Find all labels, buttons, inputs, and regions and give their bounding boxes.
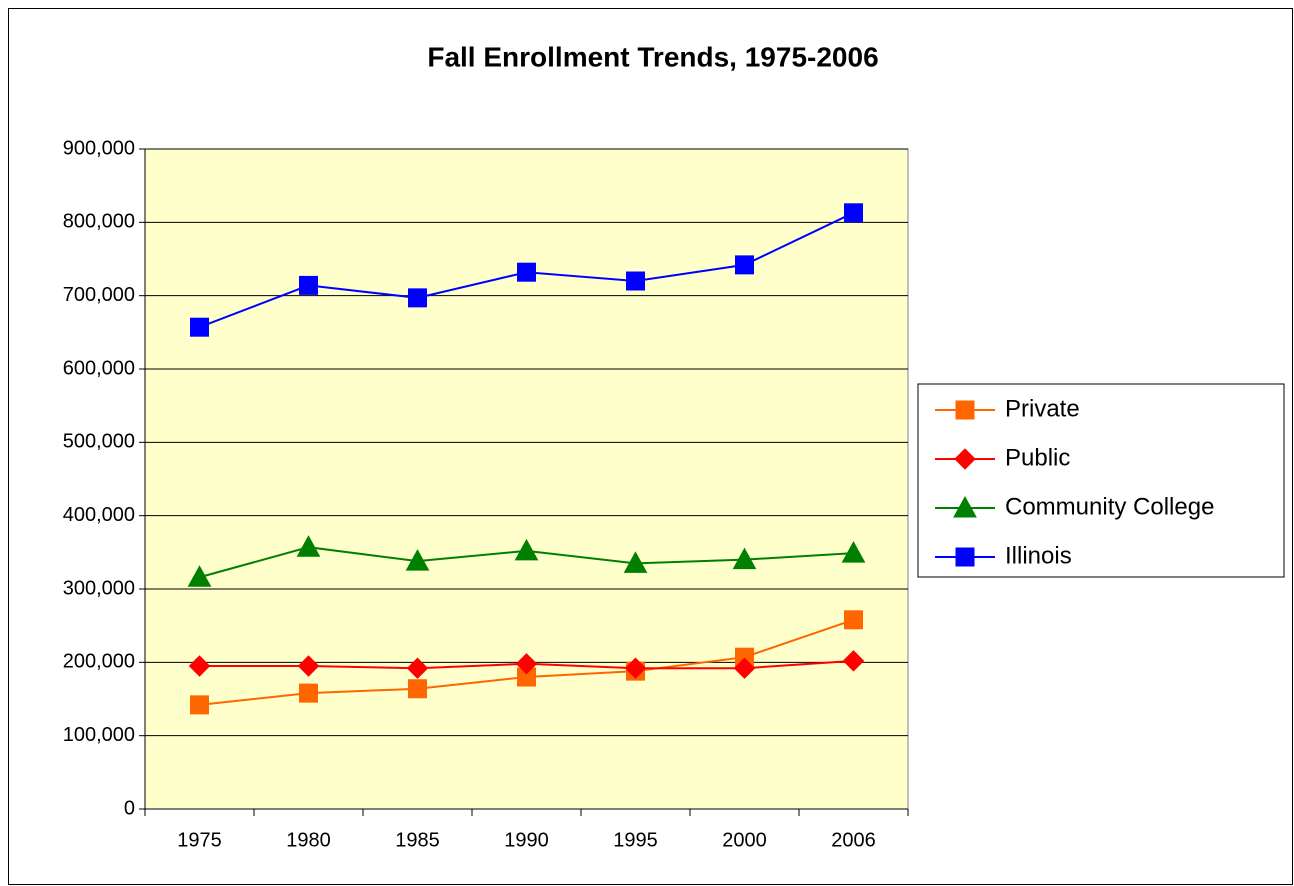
x-tick-label: 1975 (177, 829, 222, 851)
y-tick-label: 600,000 (63, 357, 135, 379)
data-point (733, 657, 756, 679)
data-point (299, 275, 318, 295)
data-point (408, 679, 427, 699)
data-point (841, 541, 866, 563)
legend-label: Public (1005, 444, 1070, 471)
legend-label: Illinois (1005, 542, 1072, 569)
data-point (190, 317, 209, 337)
data-point (623, 551, 648, 573)
data-point (406, 657, 429, 679)
y-tick-label: 100,000 (63, 724, 135, 746)
data-point (515, 653, 538, 675)
data-point (299, 683, 318, 703)
legend-marker (954, 448, 976, 470)
legend-label: Private (1005, 395, 1080, 422)
data-point (187, 565, 212, 587)
y-tick-label: 300,000 (63, 577, 135, 599)
data-point (405, 549, 430, 571)
data-point (626, 271, 645, 291)
data-point (296, 535, 321, 557)
plot-area (144, 148, 909, 810)
legend-marker (955, 400, 975, 420)
data-point (517, 262, 536, 282)
data-point (514, 538, 539, 561)
y-tick-label: 400,000 (63, 504, 135, 526)
data-point (842, 650, 865, 672)
x-tick-label: 1985 (395, 829, 440, 851)
data-point (408, 288, 427, 308)
x-tick-label: 1990 (504, 829, 549, 851)
data-point (624, 657, 647, 679)
x-tick-label: 1980 (286, 829, 331, 851)
y-tick-label: 500,000 (63, 431, 135, 453)
legend-label: Community College (1005, 493, 1214, 520)
data-point (297, 655, 320, 677)
x-tick-label: 2000 (722, 829, 767, 851)
y-tick-label: 0 (124, 797, 135, 819)
y-tick-label: 900,000 (63, 137, 135, 159)
legend (917, 383, 1285, 578)
data-point (844, 610, 863, 630)
data-point (844, 203, 863, 223)
data-point (190, 695, 209, 715)
chart-title: Fall Enrollment Trends, 1975-2006 (427, 41, 878, 72)
x-tick-label: 2006 (831, 829, 876, 851)
y-tick-label: 700,000 (63, 284, 135, 306)
legend-marker (955, 547, 975, 567)
y-tick-label: 200,000 (63, 651, 135, 673)
data-point (735, 255, 754, 275)
y-tick-label: 800,000 (63, 211, 135, 233)
legend-marker (953, 495, 977, 518)
x-tick-label: 1995 (613, 829, 658, 851)
data-point (732, 547, 757, 570)
data-point (188, 655, 211, 677)
